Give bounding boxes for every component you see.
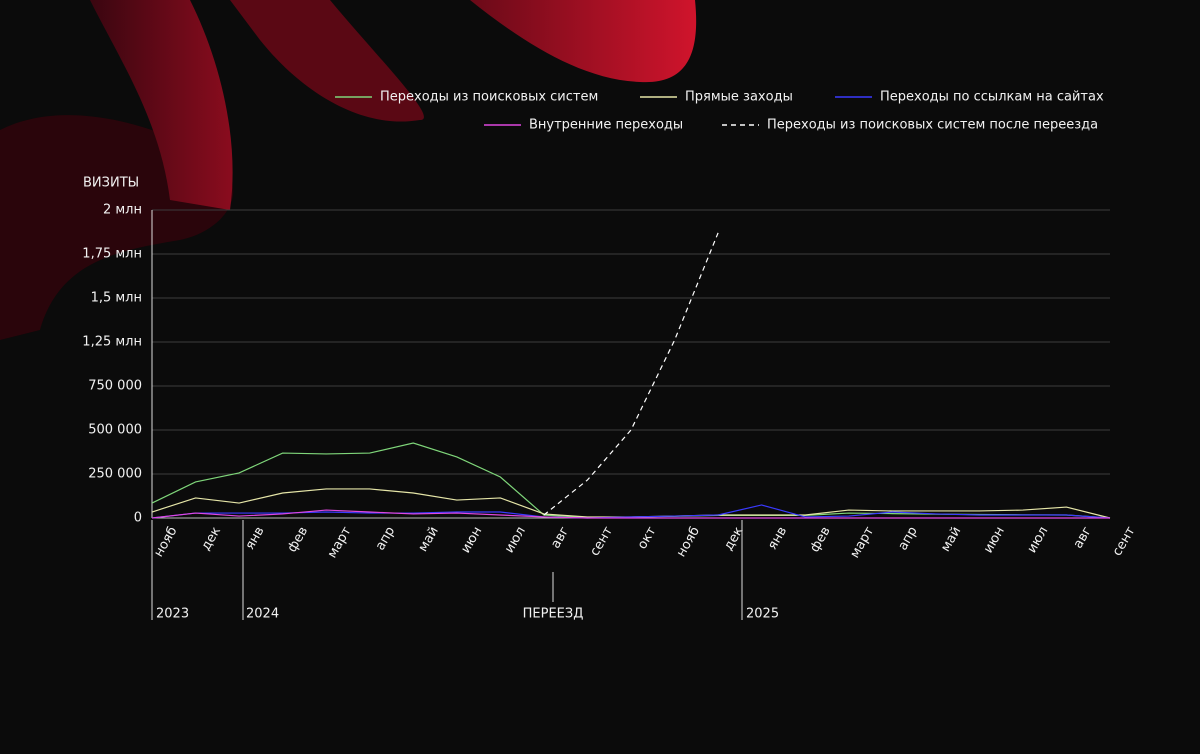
decor xyxy=(470,0,697,83)
series-line xyxy=(543,232,719,516)
series-line xyxy=(151,504,1111,519)
legend-label: Переходы по ссылкам на сайтах xyxy=(880,90,1104,105)
y-tick-label: 750 000 xyxy=(88,379,142,394)
y-tick-label: 1,75 млн xyxy=(82,247,142,262)
legend-label: Внутренние переходы xyxy=(529,118,683,133)
legend-label: Переходы из поисковых систем xyxy=(380,90,598,105)
decor xyxy=(230,0,424,122)
legend-label: Переходы из поисковых систем после перее… xyxy=(767,118,1098,133)
y-tick-label: 0 xyxy=(134,511,142,526)
annotation: 2024 xyxy=(246,607,279,622)
y-tick-label: 1,25 млн xyxy=(82,335,142,350)
y-tick-label: 2 млн xyxy=(103,203,142,218)
y-axis-title: ВИЗИТЫ xyxy=(83,176,139,191)
decor xyxy=(90,0,233,210)
y-tick-label: 500 000 xyxy=(88,423,142,438)
y-tick-label: 250 000 xyxy=(88,467,142,482)
annotation: 2023 xyxy=(156,607,189,622)
y-tick-label: 1,5 млн xyxy=(91,291,142,306)
series-line xyxy=(151,509,1110,519)
annotation: ПЕРЕЕЗД xyxy=(523,607,584,622)
annotation: 2025 xyxy=(746,607,779,622)
legend-label: Прямые заходы xyxy=(685,90,793,105)
